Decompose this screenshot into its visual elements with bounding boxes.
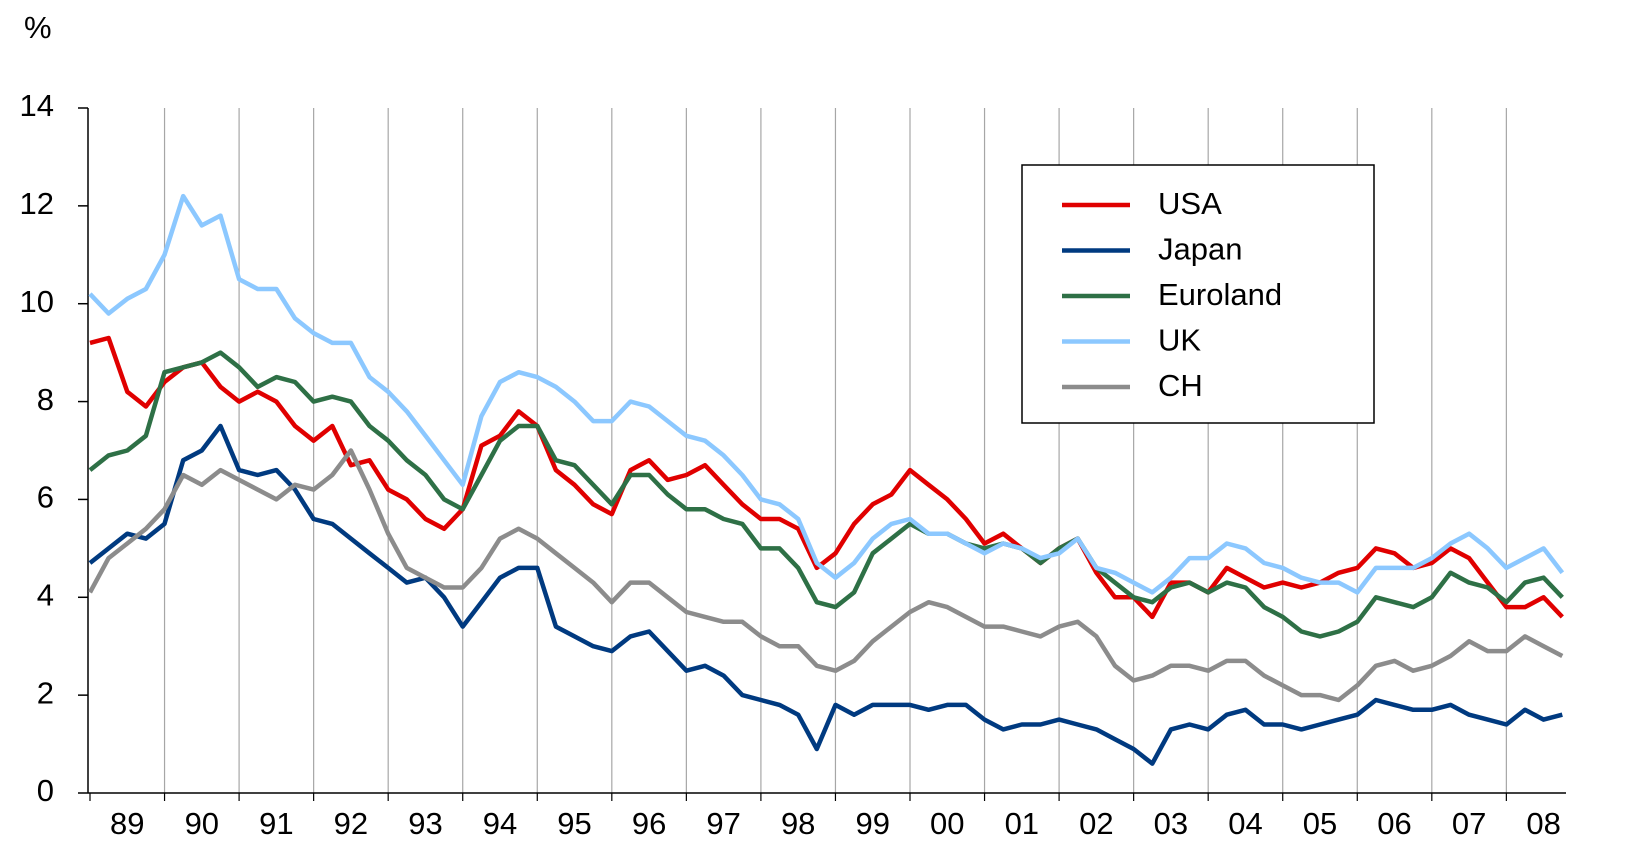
x-tick-label: 95 xyxy=(557,806,591,841)
x-tick-label: 98 xyxy=(781,806,815,841)
x-tick-label: 89 xyxy=(110,806,144,841)
x-tick-label: 92 xyxy=(334,806,368,841)
legend-label: Japan xyxy=(1158,232,1242,267)
x-tick-label: 04 xyxy=(1228,806,1262,841)
y-tick-label: 10 xyxy=(20,284,54,319)
x-tick-label: 99 xyxy=(855,806,889,841)
y-tick-label: 8 xyxy=(37,382,54,417)
line-series xyxy=(88,350,1564,639)
x-tick-label: 07 xyxy=(1452,806,1486,841)
legend-label: UK xyxy=(1158,323,1201,358)
y-axis-label: % xyxy=(24,10,52,45)
line-series xyxy=(88,193,1565,595)
x-tick-label: 06 xyxy=(1377,806,1411,841)
line-series xyxy=(88,448,1564,703)
x-tick-label: 96 xyxy=(632,806,666,841)
x-tick-label: 91 xyxy=(259,806,293,841)
x-tick-label: 05 xyxy=(1303,806,1337,841)
x-tick-label: 94 xyxy=(483,806,517,841)
x-tick-label: 90 xyxy=(185,806,219,841)
y-tick-label: 12 xyxy=(20,186,54,221)
x-tick-label: 93 xyxy=(408,806,442,841)
y-tick-label: 14 xyxy=(20,88,54,123)
x-tick-label: 08 xyxy=(1526,806,1560,841)
x-tick-label: 00 xyxy=(930,806,964,841)
y-tick-label: 0 xyxy=(37,773,54,808)
legend-label: Euroland xyxy=(1158,277,1282,312)
legend-label: CH xyxy=(1158,368,1203,403)
x-tick-label: 02 xyxy=(1079,806,1113,841)
x-tick-label: 03 xyxy=(1154,806,1188,841)
y-tick-label: 2 xyxy=(37,675,54,710)
x-tick-label: 97 xyxy=(706,806,740,841)
x-tick-label: 01 xyxy=(1005,806,1039,841)
legend-label: USA xyxy=(1158,186,1222,221)
legend: USA Japan Euroland UK CH xyxy=(1021,164,1375,424)
y-tick-label: 6 xyxy=(37,480,54,515)
y-tick-label: 4 xyxy=(37,577,54,612)
line-series xyxy=(88,423,1563,766)
